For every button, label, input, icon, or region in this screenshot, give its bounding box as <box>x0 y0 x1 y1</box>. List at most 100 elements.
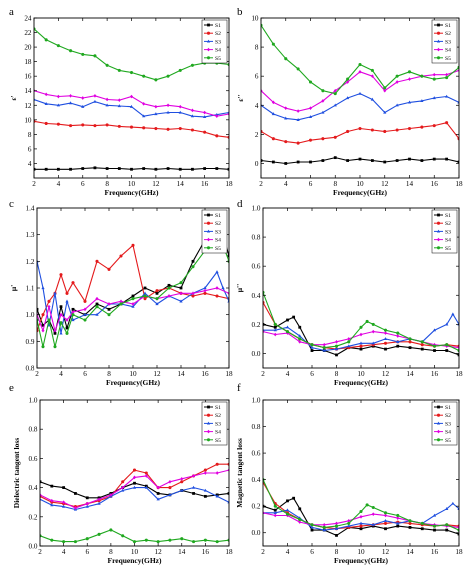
data-point <box>321 99 325 103</box>
legend-marker-S1 <box>437 213 440 217</box>
data-point <box>370 74 374 79</box>
data-point <box>154 112 158 116</box>
data-point <box>168 486 172 490</box>
data-point <box>383 511 388 515</box>
x-axis-label: Frequency(GHz) <box>107 556 162 565</box>
data-point <box>271 160 275 164</box>
legend-marker-S1 <box>437 23 440 27</box>
series-group <box>34 27 229 171</box>
data-point <box>285 330 290 334</box>
data-point <box>334 339 339 344</box>
data-point <box>371 505 375 510</box>
x-tick-label: 16 <box>201 370 209 378</box>
legend-label-S4: S4 <box>215 238 221 244</box>
y-tick-label: 16 <box>24 73 32 81</box>
data-point <box>144 474 148 478</box>
x-tick-label: 4 <box>59 370 63 378</box>
data-point <box>203 110 207 115</box>
data-point <box>59 321 63 325</box>
legend-marker-S1 <box>207 23 210 27</box>
y-tick-label: 0.0 <box>252 529 261 537</box>
data-point <box>53 328 57 333</box>
data-point <box>129 125 134 129</box>
y-tick-label: 0.8 <box>26 365 35 373</box>
x-axis-label: Frequency(GHz) <box>106 378 161 387</box>
data-point <box>215 167 219 170</box>
data-point <box>59 273 63 277</box>
data-point <box>56 44 60 48</box>
data-point <box>203 471 207 475</box>
data-point <box>56 122 60 126</box>
data-point <box>383 160 387 164</box>
data-point <box>105 63 109 67</box>
panel-letter: a <box>9 6 14 18</box>
y-tick-label: 1.3 <box>26 231 35 239</box>
data-point <box>383 337 388 341</box>
data-point <box>71 310 75 314</box>
x-tick-label: 6 <box>309 180 313 188</box>
data-point <box>65 291 69 295</box>
data-point <box>47 318 51 322</box>
data-point <box>383 521 388 525</box>
data-point <box>119 299 123 304</box>
data-point <box>41 286 45 290</box>
x-tick-label: 4 <box>286 370 290 378</box>
y-axis-label: Dielectric tangent loss <box>12 438 21 508</box>
y-tick-label: 0.6 <box>29 455 38 463</box>
data-point <box>347 344 351 348</box>
x-tick-label: 16 <box>431 548 439 556</box>
x-tick-label: 2 <box>35 370 39 378</box>
data-point <box>154 78 158 82</box>
legend-marker-S3 <box>206 229 211 233</box>
y-tick-label: 0.6 <box>252 263 261 271</box>
data-point <box>143 294 147 298</box>
data-point <box>407 127 412 131</box>
data-point <box>215 270 219 274</box>
data-point <box>65 299 69 303</box>
data-point <box>155 291 159 295</box>
data-point <box>132 540 137 544</box>
x-tick-label: 12 <box>155 548 163 556</box>
data-point <box>395 103 399 107</box>
x-tick-label: 14 <box>177 370 185 378</box>
y-axis-label: Magnetic tangent loss <box>235 438 244 508</box>
data-point <box>44 121 48 125</box>
x-tick-label: 2 <box>261 370 265 378</box>
data-point <box>370 97 374 101</box>
data-point <box>358 91 362 95</box>
chart-panel-c: 2 4 6 8 10 12 14 16 18 0.8 0.9 1.0 1.1 1.2 1.3 1.4 c Freq… <box>9 198 233 387</box>
chart-panel-f: 2 4 6 8 10 12 14 16 18 0.0 0.2 0.4 0.6 0.8 1.0 f Frequen… <box>235 382 463 565</box>
data-point <box>192 540 196 544</box>
data-point <box>179 291 183 296</box>
data-point <box>190 63 194 67</box>
data-point <box>203 488 207 492</box>
data-point <box>179 299 183 303</box>
data-point <box>296 67 300 71</box>
data-point <box>396 334 400 338</box>
data-point <box>81 104 85 108</box>
data-point <box>420 74 424 78</box>
data-point <box>273 504 277 508</box>
y-tick-label: 10 <box>251 15 259 23</box>
y-tick-label: 0.8 <box>252 423 261 431</box>
y-tick-label: 0.0 <box>29 543 38 551</box>
data-point <box>143 297 147 301</box>
legend-label-S3: S3 <box>215 229 221 235</box>
legend-marker-S2 <box>206 413 211 417</box>
data-point <box>298 325 302 329</box>
series-line-S5 <box>40 529 229 543</box>
data-point <box>73 506 77 510</box>
data-point <box>50 484 54 488</box>
data-point <box>371 322 375 326</box>
data-point <box>284 140 288 144</box>
data-point <box>370 68 374 72</box>
data-point <box>203 291 207 295</box>
data-point <box>310 523 314 527</box>
data-point <box>74 492 77 495</box>
legend-label-S5: S5 <box>215 56 221 62</box>
series-group <box>261 23 459 165</box>
y-tick-label: 20 <box>24 44 32 52</box>
x-tick-label: 12 <box>381 180 389 188</box>
data-point <box>83 307 87 312</box>
y-tick-label: 2 <box>255 131 259 139</box>
